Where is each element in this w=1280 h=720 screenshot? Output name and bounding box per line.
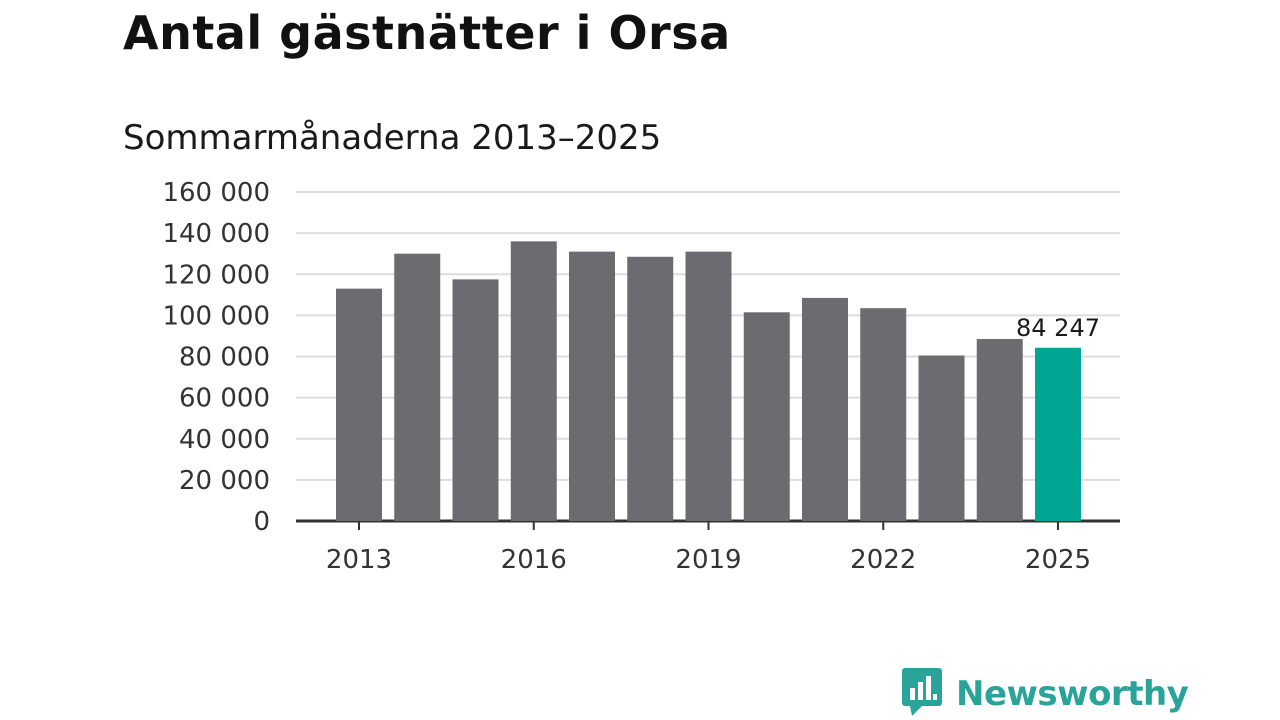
y-tick-label: 80 000	[179, 343, 270, 373]
bar-2016	[510, 241, 557, 521]
y-tick-label: 120 000	[162, 260, 270, 290]
y-tick-label: 140 000	[162, 219, 270, 249]
x-tick-label: 2013	[326, 545, 392, 575]
newsworthy-brand: Newsworthy	[902, 668, 1189, 720]
y-tick-label: 0	[253, 507, 270, 537]
chart-title: Antal gästnätter i Orsa	[123, 6, 731, 60]
bar-2025	[1035, 347, 1081, 521]
newsworthy-wordmark: Newsworthy	[956, 674, 1189, 714]
bar-2020	[743, 312, 790, 521]
bar-2021	[802, 297, 848, 521]
y-tick-label: 160 000	[162, 178, 270, 208]
y-tick-label: 60 000	[179, 384, 270, 414]
x-tick-label: 2022	[850, 545, 916, 575]
x-tick-label: 2016	[501, 545, 567, 575]
newsworthy-logo-icon	[902, 668, 942, 720]
x-tick-label: 2019	[675, 545, 741, 575]
bar-2014	[394, 253, 441, 521]
bar-2023	[918, 355, 965, 521]
bar-2017	[569, 251, 615, 521]
x-tick-label: 2025	[1025, 545, 1091, 575]
y-tick-label: 100 000	[162, 301, 270, 331]
y-tick-label: 20 000	[179, 466, 270, 496]
data-label: 84 247	[1016, 314, 1100, 342]
y-tick-label: 40 000	[179, 425, 270, 455]
bar-2022	[860, 308, 907, 521]
bar-2018	[627, 256, 674, 521]
bar-2013	[336, 288, 382, 521]
bar-2024	[976, 339, 1023, 521]
chart-subtitle: Sommarmånaderna 2013–2025	[123, 118, 662, 158]
bar-2015	[452, 279, 499, 521]
bar-2019	[685, 251, 732, 521]
